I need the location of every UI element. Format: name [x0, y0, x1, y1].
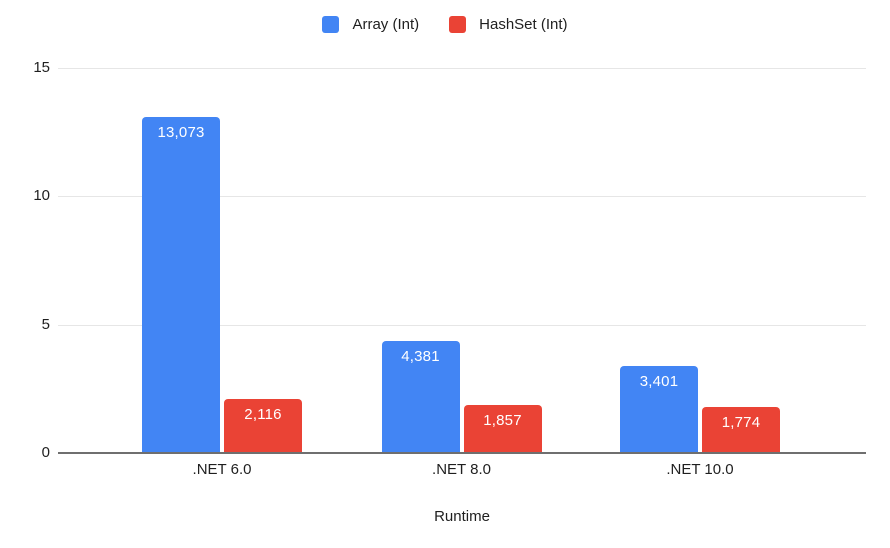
y-tick-label: 15 — [33, 59, 50, 76]
x-category-label: .NET 8.0 — [432, 461, 491, 478]
gridline — [58, 68, 866, 69]
bar-value-label: 1,857 — [483, 412, 522, 430]
y-tick-label: 10 — [33, 187, 50, 205]
legend-swatch-icon — [322, 16, 340, 33]
bar-hashset-int-0: 2,116 — [224, 398, 302, 453]
gridline — [58, 324, 866, 326]
y-tick-label: 0 — [41, 444, 50, 461]
bar-array-int-2: 3,401 — [620, 365, 698, 453]
chart-legend: Array (Int) HashSet (Int) — [0, 16, 890, 33]
legend-item-hashset-int: HashSet (Int) — [449, 16, 568, 33]
bar-value-label: 13,073 — [157, 124, 205, 142]
legend-label: Array (Int) — [352, 16, 420, 33]
legend-label: HashSet (Int) — [479, 16, 568, 33]
x-category-label: .NET 10.0 — [666, 461, 734, 478]
gridline — [58, 196, 866, 198]
bar-array-int-0: 13,073 — [142, 117, 220, 453]
legend-item-array-int: Array (Int) — [322, 16, 419, 33]
bar-value-label: 3,401 — [639, 372, 679, 390]
bar-value-label: 2,116 — [244, 405, 282, 423]
bar-hashset-int-1: 1,857 — [463, 405, 542, 453]
y-tick-label: 5 — [41, 315, 50, 333]
bar-array-int-1: 4,381 — [381, 340, 460, 453]
x-axis-baseline — [58, 452, 866, 454]
legend-swatch-icon — [449, 16, 467, 33]
x-category-label: .NET 6.0 — [192, 461, 252, 478]
bar-hashset-int-2: 1,774 — [702, 407, 780, 453]
bar-value-label: 4,381 — [401, 347, 440, 365]
bar-value-label: 1,774 — [721, 414, 761, 432]
x-axis-title: Runtime — [434, 508, 490, 525]
